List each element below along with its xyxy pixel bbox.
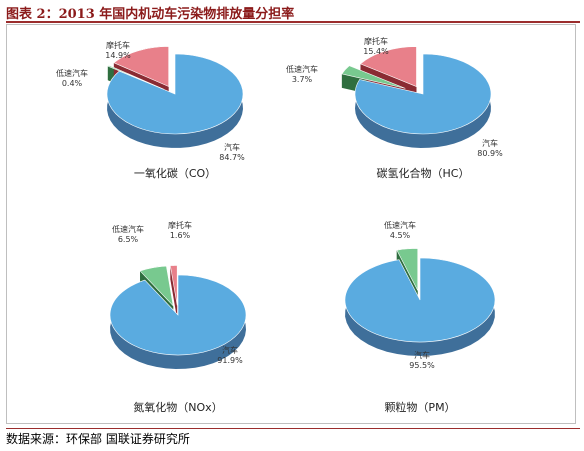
slice-label-value: 95.5%	[409, 361, 435, 370]
pie-slice-摩托车	[113, 46, 169, 87]
pie-chart-title: 颗粒物（PM）	[384, 400, 455, 414]
slice-label-category: 摩托车	[364, 36, 388, 46]
slice-label-value: 84.7%	[219, 153, 245, 162]
pie-chart-title: 一氧化碳（CO）	[134, 166, 216, 180]
slice-label-value: 3.7%	[292, 75, 313, 84]
source-rule	[6, 428, 580, 429]
pie-slice-低速汽车	[107, 65, 164, 90]
figure-source: 数据来源：环保部 国联证券研究所	[6, 432, 190, 446]
pie-chart-title: 碳氢化合物（HC）	[377, 166, 470, 180]
slice-label-category: 摩托车	[168, 220, 192, 230]
pie-slice-汽车	[106, 53, 244, 135]
slice-label-category: 汽车	[482, 138, 498, 148]
slice-label-value: 4.5%	[390, 231, 411, 240]
figure-header: 图表 2：2013 年国内机动车污染物排放量分担率	[0, 0, 584, 23]
title-rule	[6, 21, 580, 23]
slice-label-value: 14.9%	[105, 51, 131, 60]
pie-slice-汽车	[344, 257, 496, 343]
pie-slice-低速汽车	[341, 65, 406, 89]
pie-slice-低速汽车	[396, 248, 419, 291]
slice-label-value: 0.4%	[62, 79, 83, 88]
slice-label-value: 80.9%	[477, 149, 503, 158]
pie-slice-摩托车	[359, 46, 417, 88]
slice-label-category: 低速汽车	[56, 68, 88, 78]
pie-slice-汽车	[354, 53, 492, 135]
slice-label-value: 6.5%	[118, 235, 139, 244]
pie-slice-汽车	[109, 274, 247, 356]
slice-label-category: 低速汽车	[286, 64, 318, 74]
pie-chart-title: 氮氧化物（NOx）	[133, 400, 222, 414]
slice-label-category: 摩托车	[106, 40, 130, 50]
slice-label-value: 91.9%	[217, 356, 243, 365]
chart-frame	[6, 24, 576, 424]
slice-wall-摩托车-0	[170, 265, 178, 320]
slice-label-category: 汽车	[414, 350, 430, 360]
pie-slice-低速汽车	[139, 265, 174, 307]
slice-label-category: 低速汽车	[112, 224, 144, 234]
pie-slice-摩托车	[170, 265, 178, 306]
figure-title: 图表 2：2013 年国内机动车污染物排放量分担率	[6, 7, 295, 22]
slice-label-value: 1.6%	[170, 231, 191, 240]
slice-label-category: 汽车	[222, 345, 238, 355]
slice-label-value: 15.4%	[363, 47, 389, 56]
slice-label-category: 低速汽车	[384, 220, 416, 230]
slice-label-category: 汽车	[224, 142, 240, 152]
